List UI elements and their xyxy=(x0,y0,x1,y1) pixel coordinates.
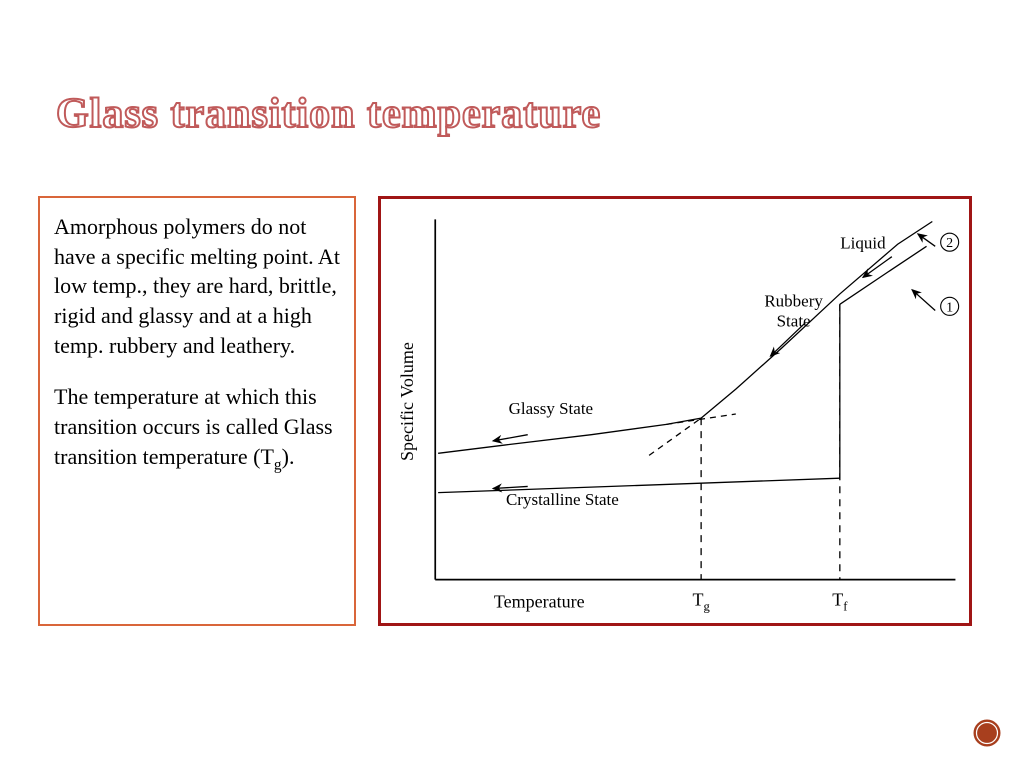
chart-container: Glassy State Crystalline State RubberyStat… xyxy=(378,196,972,626)
paragraph-1: Amorphous polymers do not have a specifi… xyxy=(54,212,340,360)
svg-text:2: 2 xyxy=(946,236,953,251)
page-title: Glass transition temperature xyxy=(56,90,601,138)
svg-text:Temperature: Temperature xyxy=(494,592,585,612)
svg-text:Glassy State: Glassy State xyxy=(509,399,594,418)
para2-post: ). xyxy=(282,444,295,469)
svg-text:1: 1 xyxy=(946,300,953,315)
svg-text:Specific Volume: Specific Volume xyxy=(397,342,417,461)
description-box: Amorphous polymers do not have a specifi… xyxy=(38,196,356,626)
svg-text:Rubbery: Rubbery xyxy=(764,291,823,310)
svg-text:Tf: Tf xyxy=(832,590,848,614)
svg-text:State: State xyxy=(777,311,811,330)
svg-text:Liquid: Liquid xyxy=(840,233,886,252)
paragraph-2: The temperature at which this transition… xyxy=(54,382,340,476)
glass-transition-chart: Glassy State Crystalline State RubberyStat… xyxy=(389,207,967,621)
svg-text:Crystalline State: Crystalline State xyxy=(506,490,619,509)
corner-decoration-icon xyxy=(972,718,1002,748)
svg-text:Tg: Tg xyxy=(692,590,710,614)
para2-sub: g xyxy=(274,456,282,473)
